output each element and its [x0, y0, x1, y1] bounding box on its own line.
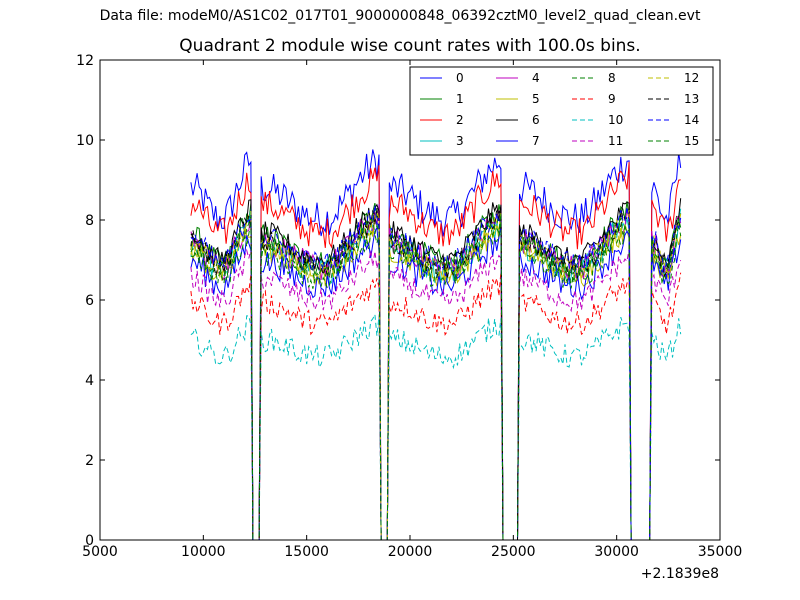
chart-title: Quadrant 2 module wise count rates with …: [179, 36, 641, 56]
x-offset-label: +2.1839e8: [641, 566, 719, 582]
y-tick-label: 8: [85, 213, 94, 229]
suptitle: Data file: modeM0/AS1C02_017T01_90000008…: [99, 8, 701, 24]
series-line-0: [190, 149, 682, 541]
legend-frame: [409, 66, 714, 156]
series-line-2: [190, 161, 681, 541]
x-tick-label: 10000: [181, 544, 226, 560]
x-tick-label: 35000: [698, 544, 743, 560]
legend-label-10: 10: [608, 113, 623, 127]
legend-label-9: 9: [608, 92, 616, 106]
y-tick-label: 6: [85, 293, 94, 309]
series-line-11: [190, 248, 682, 541]
legend-label-15: 15: [684, 134, 699, 148]
plot-lines: [190, 149, 682, 541]
legend-label-7: 7: [532, 134, 540, 148]
x-tick-label: 15000: [284, 544, 329, 560]
series-line-13: [190, 207, 682, 541]
legend-label-8: 8: [608, 71, 616, 85]
series-line-5: [190, 213, 682, 541]
series-line-10: [190, 312, 682, 541]
legend-label-0: 0: [456, 71, 464, 85]
legend-label-13: 13: [684, 92, 699, 106]
axis-ticks: 5000 10000 15000 20000 25000 30000 35000 0 2 4 6 8 1…: [76, 53, 742, 560]
y-tick-label: 2: [85, 453, 94, 469]
legend-label-14: 14: [684, 113, 699, 127]
y-tick-label: 12: [76, 53, 94, 69]
legend-label-1: 1: [456, 92, 464, 106]
y-tick-label: 4: [85, 373, 94, 389]
series-line-9: [190, 271, 682, 541]
legend-label-12: 12: [684, 71, 699, 85]
y-tick-label: 0: [85, 533, 94, 549]
legend-label-4: 4: [532, 71, 540, 85]
series-line-3: [190, 208, 682, 541]
y-tick-label: 10: [76, 133, 94, 149]
x-tick-label: 30000: [594, 544, 639, 560]
legend-label-5: 5: [532, 92, 540, 106]
legend-label-3: 3: [456, 134, 464, 148]
legend-label-6: 6: [532, 113, 540, 127]
series-line-6: [190, 198, 682, 541]
legend-label-2: 2: [456, 113, 464, 127]
series-line-14: [190, 205, 682, 541]
series-line-15: [190, 213, 682, 541]
x-tick-label: 20000: [388, 544, 433, 560]
x-tick-label: 5000: [82, 544, 118, 560]
legend-label-11: 11: [608, 134, 623, 148]
x-tick-label: 25000: [491, 544, 536, 560]
